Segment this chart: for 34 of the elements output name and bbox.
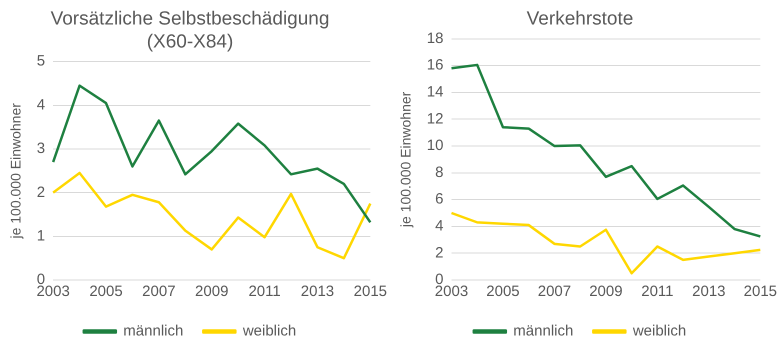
x-tick-label: 2015 xyxy=(744,283,778,300)
legend-label: männlich xyxy=(123,322,184,340)
legend-label: männlich xyxy=(513,322,574,340)
y-tick-label: 3 xyxy=(36,140,46,158)
y-tick-label: 10 xyxy=(426,137,444,154)
y-tick-label: 4 xyxy=(36,96,46,114)
x-tick-label: 2007 xyxy=(142,283,176,300)
y-tick-label: 4 xyxy=(435,218,444,235)
y-tick-label: 2 xyxy=(36,184,46,201)
y-tick-label: 1 xyxy=(36,227,46,244)
x-tick-label: 2013 xyxy=(300,283,334,300)
x-tick-label: 2009 xyxy=(195,283,228,300)
y-tick-label: 2 xyxy=(435,244,444,262)
x-tick-label: 2005 xyxy=(486,283,520,300)
chart-title: Vorsätzliche Selbstbeschädigung (X60-X84) xyxy=(50,8,330,52)
y-tick-label: 18 xyxy=(426,30,444,47)
y-axis-title: je 100.000 Einwohner xyxy=(397,91,414,228)
y-tick-label: 6 xyxy=(435,190,444,208)
y-tick-label: 12 xyxy=(426,110,444,128)
legend-label: weiblich xyxy=(632,322,686,340)
x-tick-label: 2011 xyxy=(641,283,674,300)
x-tick-label: 2007 xyxy=(538,283,572,300)
chart-title: Verkehrstote xyxy=(526,8,634,30)
legend-label: weiblich xyxy=(242,322,296,340)
x-tick-label: 2009 xyxy=(589,283,623,300)
y-tick-label: 5 xyxy=(36,52,46,70)
x-tick-label: 2011 xyxy=(248,283,281,300)
x-tick-label: 2005 xyxy=(89,283,123,300)
y-tick-label: 14 xyxy=(426,84,444,101)
y-tick-label: 8 xyxy=(435,164,444,181)
y-tick-label: 16 xyxy=(426,56,444,74)
y-axis-title: je 100.000 Einwohner xyxy=(7,102,24,240)
x-tick-label: 2015 xyxy=(354,283,388,300)
x-tick-label: 2013 xyxy=(692,283,726,300)
